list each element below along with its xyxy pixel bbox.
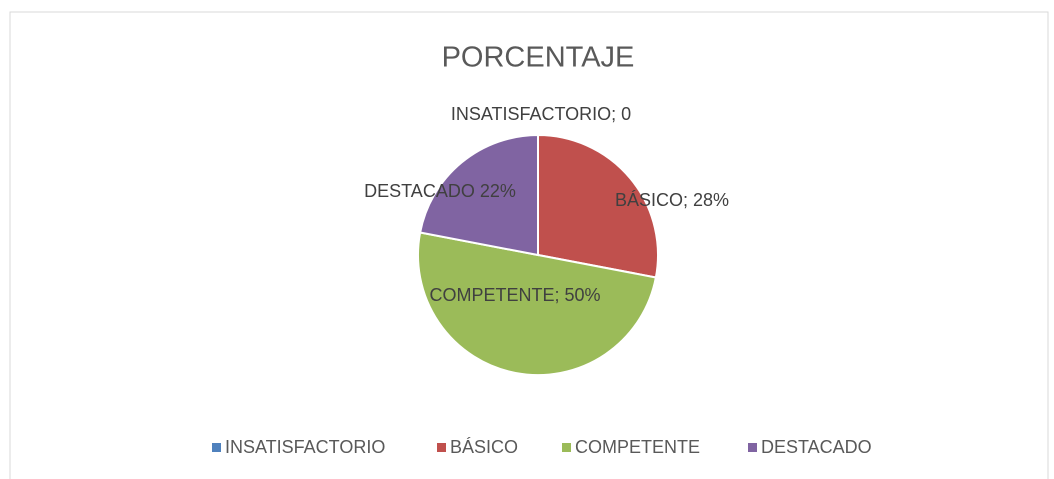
- pie-slice: [418, 133, 539, 257]
- legend-label: INSATISFACTORIO: [225, 437, 385, 457]
- legend-label: DESTACADO: [761, 437, 872, 457]
- legend-label: BÁSICO: [450, 437, 518, 457]
- data-label: INSATISFACTORIO; 0: [451, 104, 631, 124]
- data-label: COMPETENTE; 50%: [429, 285, 600, 305]
- data-label: BÁSICO; 28%: [615, 190, 729, 210]
- pie-slice: [537, 133, 659, 279]
- legend-swatch: [748, 443, 757, 452]
- legend-swatch: [437, 443, 446, 452]
- chart-title: PORCENTAJE: [442, 42, 635, 74]
- pie-slice: [417, 231, 658, 377]
- legend-swatch: [562, 443, 571, 452]
- legend-swatch: [212, 443, 221, 452]
- legend-label: COMPETENTE: [575, 437, 700, 457]
- data-label: DESTACADO 22%: [364, 181, 516, 201]
